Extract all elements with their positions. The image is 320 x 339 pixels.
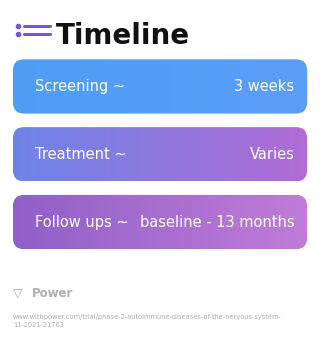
Text: Follow ups ~: Follow ups ~ xyxy=(35,215,129,230)
Text: www.withpower.com/trial/phase-2-autoimmune-diseases-of-the-nervous-system-
11-20: www.withpower.com/trial/phase-2-autoimmu… xyxy=(13,314,282,327)
Text: 3 weeks: 3 weeks xyxy=(234,79,294,94)
Text: ▽: ▽ xyxy=(13,287,22,300)
Text: Power: Power xyxy=(32,287,73,300)
Text: baseline - 13 months: baseline - 13 months xyxy=(140,215,294,230)
Text: Varies: Varies xyxy=(250,147,294,162)
Text: Timeline: Timeline xyxy=(56,22,190,50)
Text: Treatment ~: Treatment ~ xyxy=(35,147,127,162)
Text: Screening ~: Screening ~ xyxy=(35,79,125,94)
